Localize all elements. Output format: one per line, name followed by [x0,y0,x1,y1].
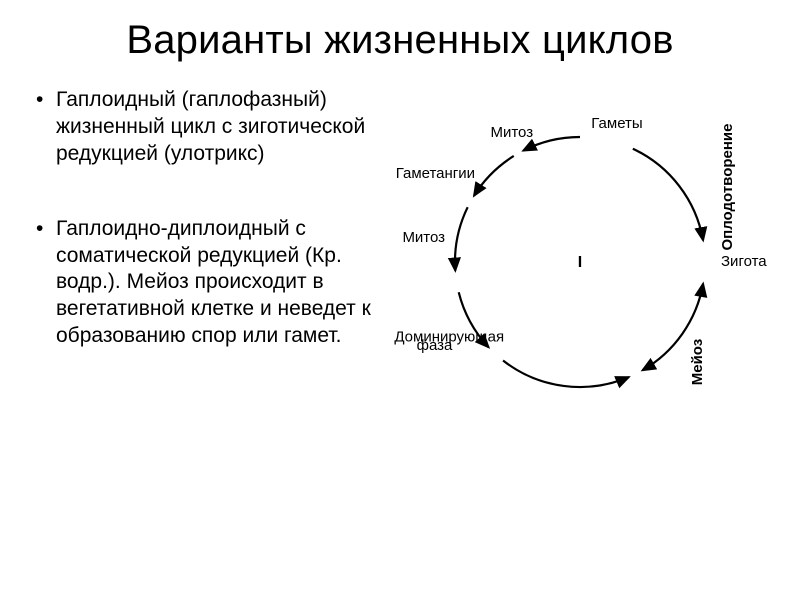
life-cycle-diagram: ГаметыМитозГаметангииМитозДоминирующаяфа… [390,87,770,447]
svg-text:Гаметангии: Гаметангии [396,165,475,182]
diagram-column: ГаметыМитозГаметангииМитозДоминирующаяфа… [390,87,770,467]
slide: Варианты жизненных циклов Гаплоидный (га… [0,0,800,600]
bullet-item-2: Гаплоидно-диплоидный с соматической реду… [30,216,382,350]
svg-text:I: I [578,254,582,271]
page-title: Варианты жизненных циклов [30,18,770,63]
svg-text:Зигота: Зигота [721,253,767,270]
slide-body: Гаплоидный (гаплофазный) жизненный цикл … [30,87,770,467]
svg-text:Гаметы: Гаметы [591,115,642,132]
svg-text:Оплодотворение: Оплодотворение [719,124,736,251]
svg-text:фаза: фаза [417,337,453,354]
bullet-item-1: Гаплоидный (гаплофазный) жизненный цикл … [30,87,382,168]
text-column: Гаплоидный (гаплофазный) жизненный цикл … [30,87,390,398]
bullet-list: Гаплоидный (гаплофазный) жизненный цикл … [30,87,382,350]
svg-text:Митоз: Митоз [402,229,445,246]
svg-text:Митоз: Митоз [490,124,533,141]
svg-text:Мейоз: Мейоз [689,339,706,385]
